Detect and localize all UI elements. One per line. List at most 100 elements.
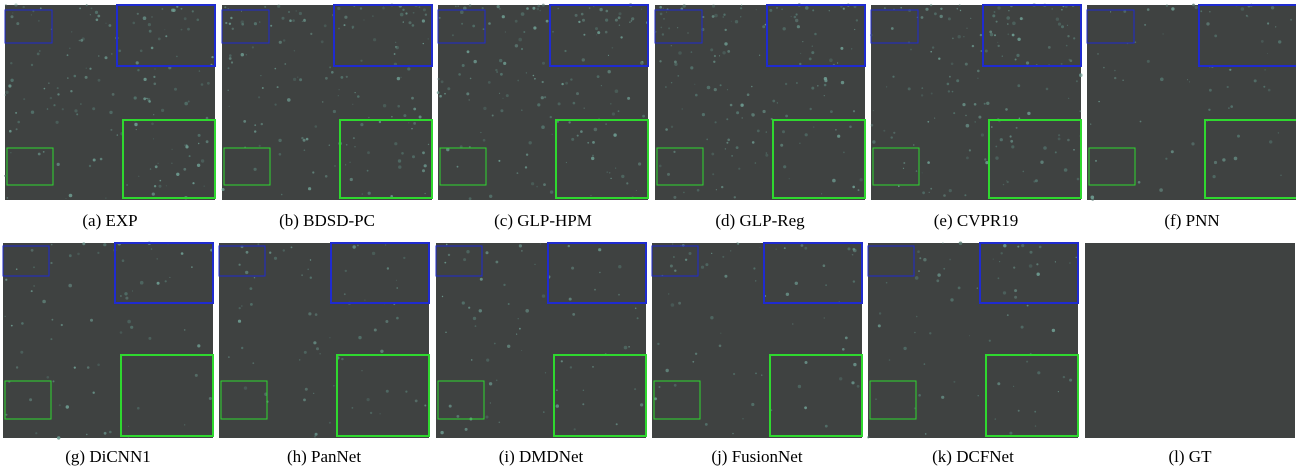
texture-dot <box>857 189 860 192</box>
texture-dot <box>732 432 734 435</box>
texture-dot <box>1061 8 1063 11</box>
texture-dot <box>781 8 783 11</box>
texture-dot <box>205 140 209 144</box>
texture-dot <box>1245 14 1248 17</box>
texture-dot <box>561 82 564 86</box>
texture-dot <box>790 15 792 18</box>
texture-dot <box>282 249 285 252</box>
texture-dot <box>849 125 852 129</box>
texture-dot <box>187 27 190 31</box>
texture-dot <box>859 178 863 182</box>
zoom-box <box>439 147 487 186</box>
panel-image <box>5 5 215 200</box>
texture-dot <box>525 153 529 156</box>
texture-dot <box>724 148 727 150</box>
texture-dot <box>1057 391 1059 393</box>
texture-dot <box>722 16 725 18</box>
texture-dot <box>423 164 427 168</box>
texture-dot <box>898 185 900 188</box>
texture-dot <box>385 320 389 323</box>
texture-dot <box>331 71 333 74</box>
texture-dot <box>51 318 54 321</box>
zoom-box <box>654 9 703 44</box>
texture-dot <box>963 36 965 38</box>
texture-dot <box>1025 61 1030 65</box>
texture-dot <box>875 398 877 400</box>
texture-dot <box>626 182 629 185</box>
texture-dot <box>171 148 173 150</box>
texture-dot <box>241 22 244 26</box>
texture-dot <box>919 257 922 260</box>
texture-dot <box>57 93 60 96</box>
texture-dot <box>395 41 397 44</box>
texture-dot <box>258 96 261 99</box>
texture-dot <box>670 82 673 84</box>
texture-dot <box>719 55 721 57</box>
texture-dot <box>302 138 306 142</box>
texture-dot <box>23 98 26 101</box>
texture-dot <box>176 55 178 58</box>
texture-dot <box>99 157 103 161</box>
texture-dot <box>98 55 100 57</box>
texture-dot <box>50 338 53 341</box>
texture-dot <box>929 332 932 335</box>
texture-dot <box>359 7 363 10</box>
texture-dot <box>949 75 951 78</box>
texture-dot <box>1192 3 1195 7</box>
texture-dot <box>507 303 510 305</box>
texture-dot <box>314 432 318 436</box>
texture-dot <box>736 111 740 115</box>
texture-dot <box>323 24 327 28</box>
texture-dot <box>751 141 755 144</box>
texture-dot <box>1222 158 1226 162</box>
texture-dot <box>496 5 500 9</box>
panel-caption: (e) CVPR19 <box>934 211 1019 230</box>
texture-dot <box>407 67 411 71</box>
texture-dot <box>688 252 692 255</box>
texture-dot <box>456 165 459 168</box>
texture-dot <box>1188 81 1191 83</box>
texture-dot <box>478 309 482 313</box>
texture-dot <box>436 91 440 94</box>
texture-dot <box>17 120 20 124</box>
texture-dot <box>614 18 618 22</box>
texture-dot <box>1019 17 1023 21</box>
texture-dot <box>736 242 738 244</box>
texture-dot <box>48 82 50 84</box>
texture-dot <box>1209 11 1211 13</box>
texture-dot <box>303 149 306 151</box>
texture-dot <box>929 3 933 7</box>
texture-dot <box>337 95 339 97</box>
texture-dot <box>84 75 88 79</box>
texture-dot <box>595 34 598 36</box>
texture-dot <box>230 16 233 20</box>
zoom-box <box>116 4 216 67</box>
texture-dot <box>196 163 201 167</box>
texture-dot <box>1009 431 1013 435</box>
texture-dot <box>148 29 152 33</box>
texture-dot <box>1073 149 1075 151</box>
texture-dot <box>667 172 670 176</box>
texture-dot <box>408 21 412 25</box>
texture-dot <box>524 166 528 169</box>
texture-dot <box>883 7 886 10</box>
texture-dot <box>943 194 946 197</box>
texture-dot <box>518 244 522 248</box>
texture-dot <box>343 24 346 27</box>
texture-dot <box>164 29 166 31</box>
zoom-box <box>330 242 430 304</box>
texture-dot <box>507 344 511 348</box>
texture-dot <box>382 6 385 10</box>
texture-dot <box>61 108 64 111</box>
texture-dot <box>468 99 470 101</box>
texture-dot <box>1002 291 1007 295</box>
texture-dot <box>185 145 189 149</box>
texture-dot <box>464 427 468 431</box>
texture-dot <box>1005 108 1008 111</box>
texture-dot <box>605 9 609 13</box>
texture-dot <box>659 5 662 9</box>
texture-dot <box>397 159 402 163</box>
texture-dot <box>1002 183 1005 186</box>
texture-dot <box>489 402 491 404</box>
texture-dot <box>461 301 465 305</box>
